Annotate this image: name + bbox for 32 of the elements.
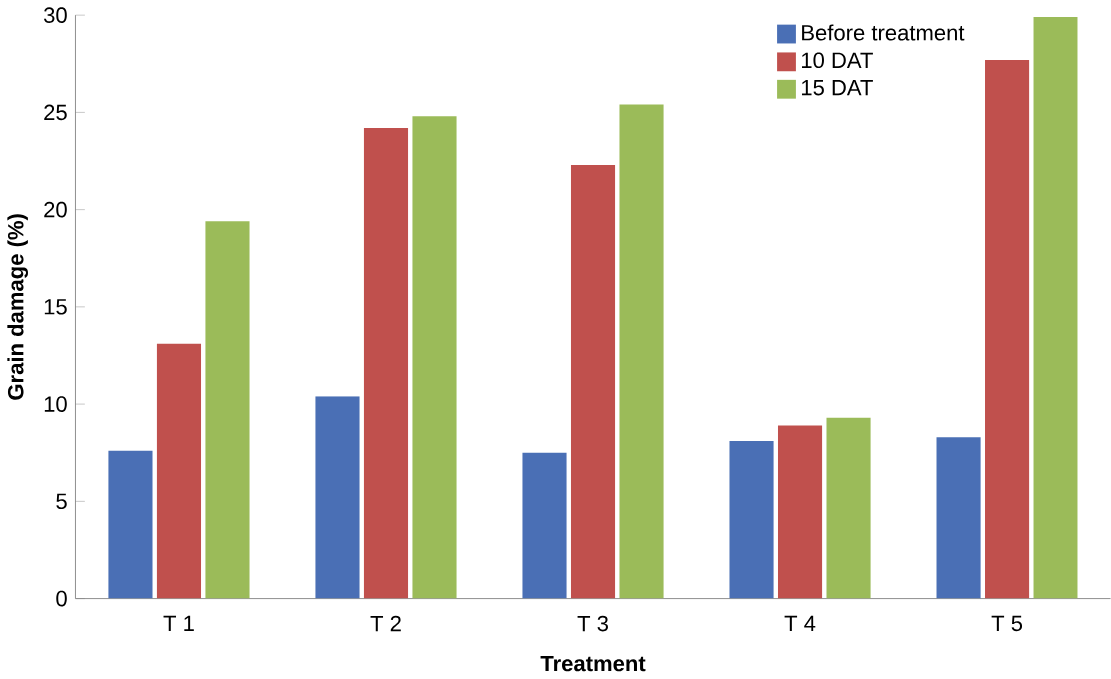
bar <box>985 60 1030 599</box>
x-axis-title: Treatment <box>540 656 646 672</box>
y-tick-label: 25 <box>44 104 67 121</box>
bar <box>619 104 664 599</box>
bar <box>205 221 250 599</box>
y-axis-title: Grain damage (%) <box>7 214 28 400</box>
y-tick-label: 30 <box>43 7 67 24</box>
bar <box>363 128 409 599</box>
y-tick-label: 15 <box>44 299 67 315</box>
bar <box>1033 17 1078 599</box>
bar <box>522 452 567 599</box>
y-tick-label: 0 <box>56 590 67 607</box>
y-tick-label: 20 <box>44 201 67 218</box>
bar <box>936 437 981 599</box>
legend-label: 15 DAT <box>802 80 873 96</box>
x-tick-label: T 3 <box>577 615 608 632</box>
y-tick-label: 5 <box>56 493 67 510</box>
bar <box>156 343 202 599</box>
x-tick-label: T 2 <box>370 615 401 632</box>
legend-label: Before treatment <box>802 24 965 41</box>
bar <box>315 396 360 599</box>
bar <box>729 441 774 599</box>
bar <box>412 116 457 599</box>
x-tick-label: T 1 <box>163 615 194 632</box>
legend-label: 10 DAT <box>802 52 873 69</box>
x-tick-label: T 4 <box>784 615 816 632</box>
bar <box>570 165 616 599</box>
x-tick-label: T 5 <box>991 615 1023 632</box>
bar <box>777 425 823 599</box>
y-tick-label: 10 <box>44 396 67 413</box>
bar <box>826 417 871 599</box>
bar <box>108 450 153 599</box>
